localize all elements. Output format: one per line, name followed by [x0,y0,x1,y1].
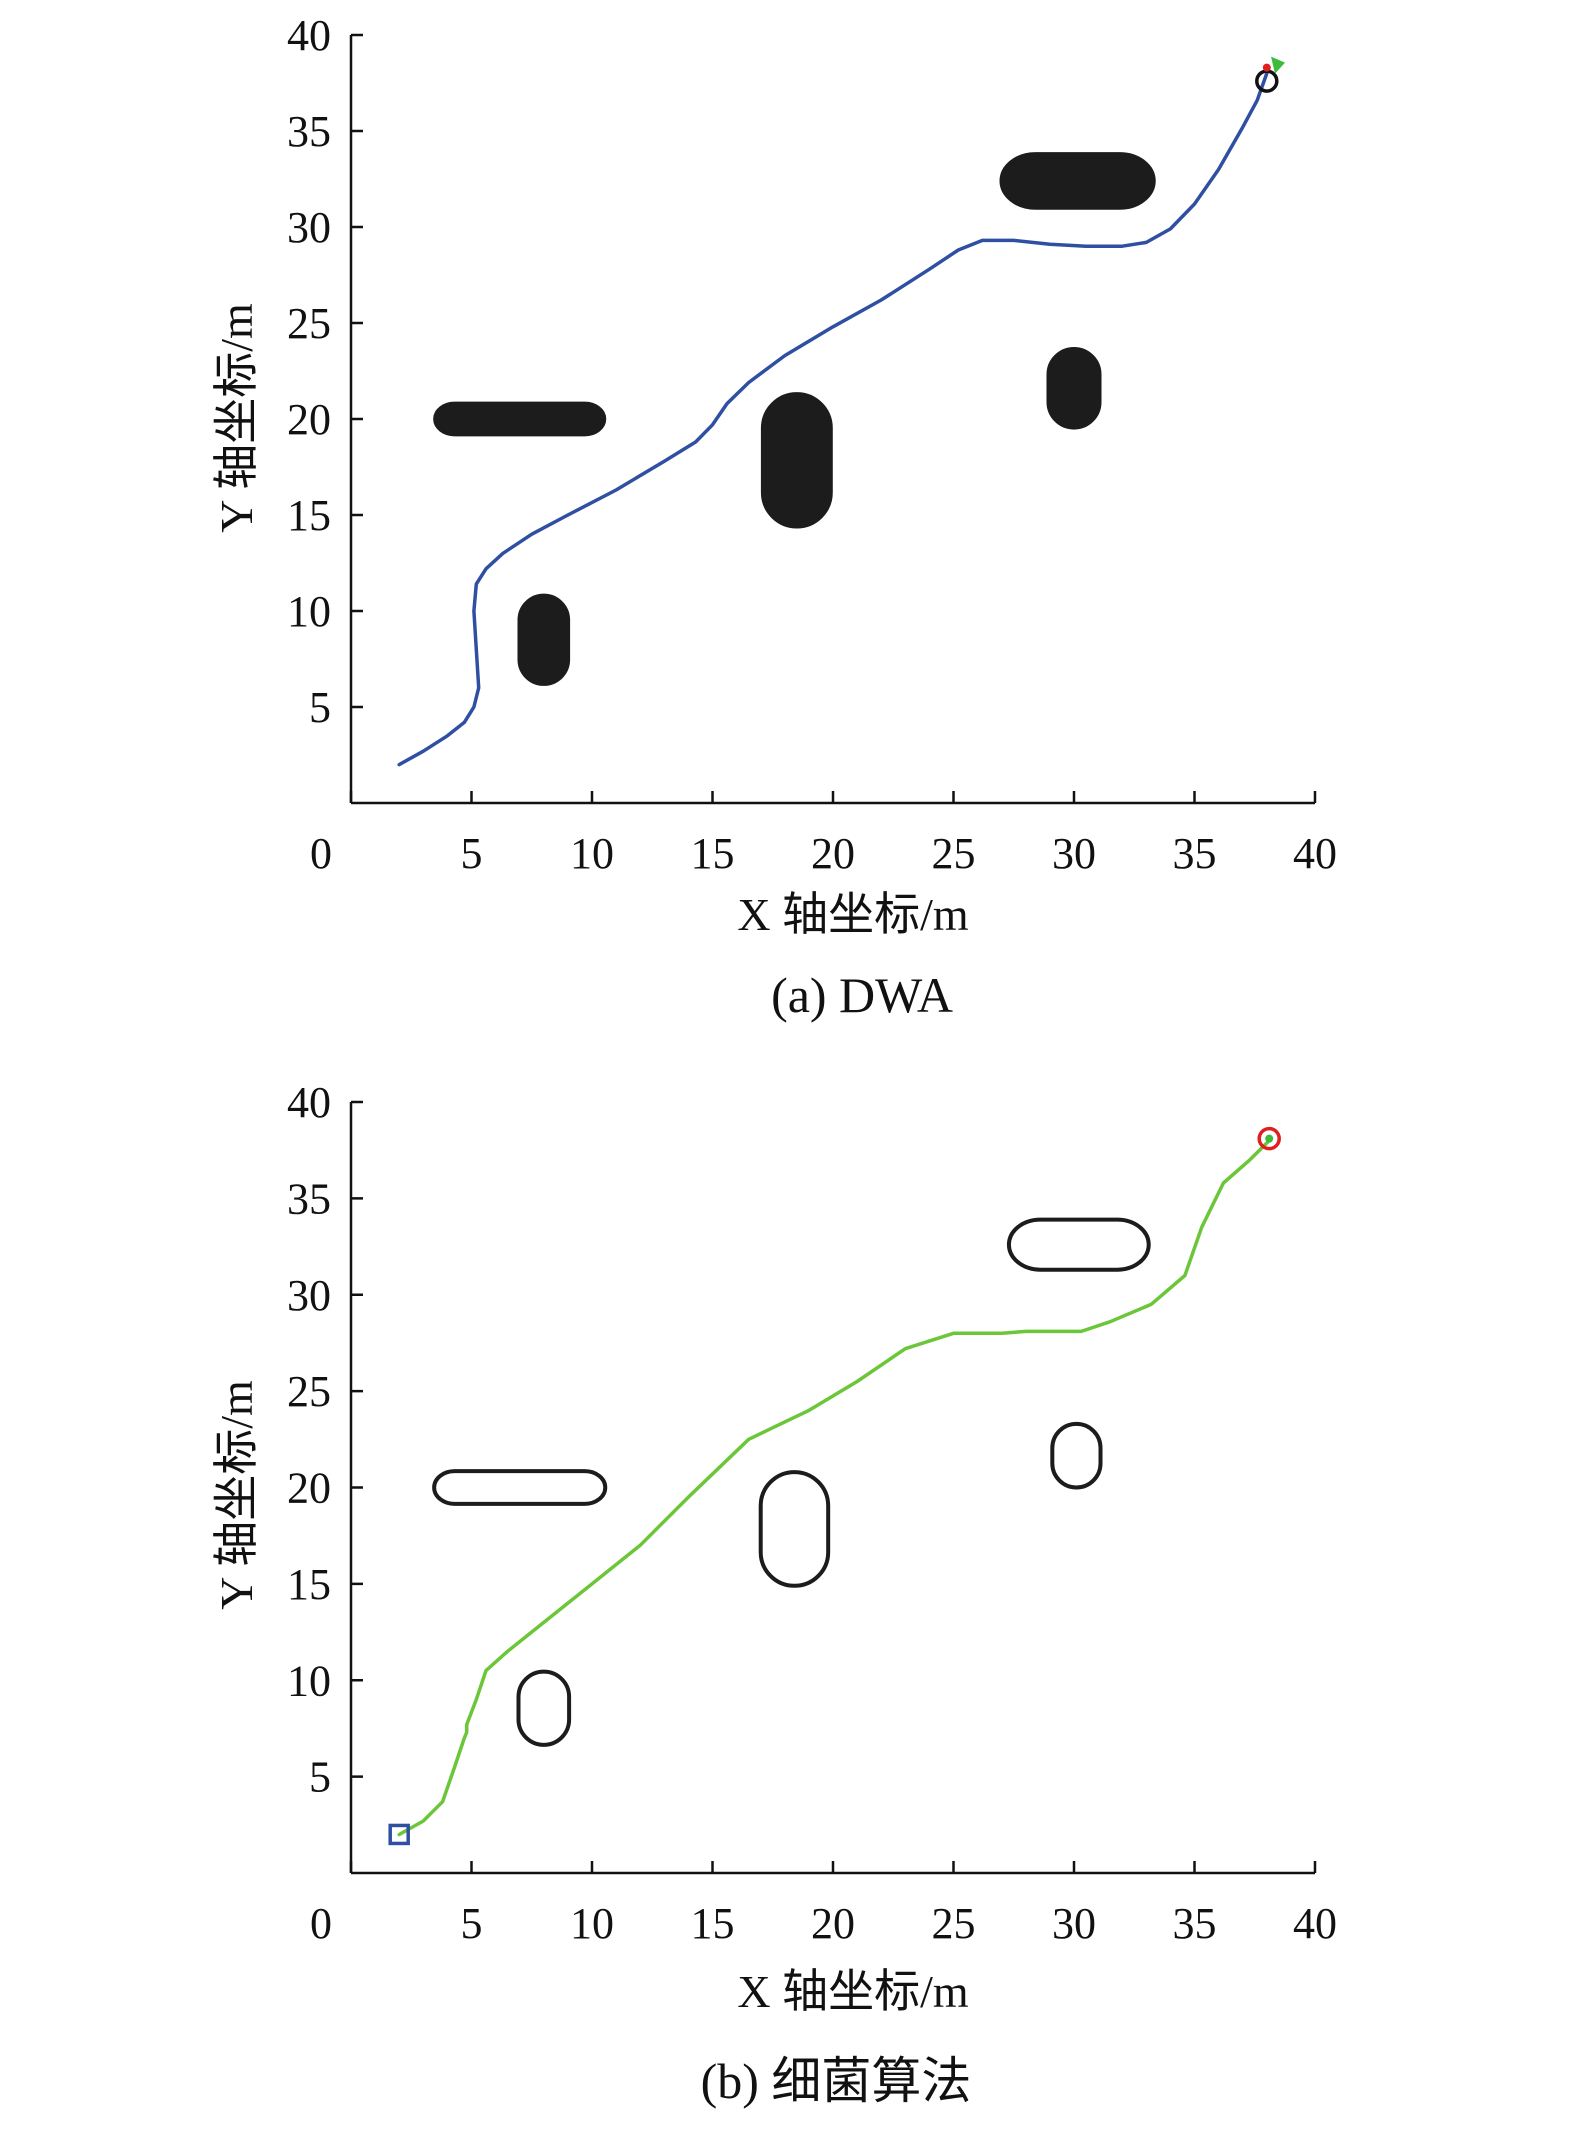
panel-a-obstacle-1 [433,401,607,437]
panel-b-obstacle-5 [1050,1421,1103,1490]
panel-b-y-tick-label-35: 35 [287,1174,331,1223]
panel-a-caption: (a) DWA [771,967,953,1023]
panel-b-y-tick-label-15: 15 [287,1560,331,1609]
panel-a-obstacle-2 [517,593,571,686]
panel-a-marker-end-arrow [1271,56,1286,74]
panel-b-y-tick-label-5: 5 [309,1753,331,1802]
panel-a-x-tick-label-25: 25 [932,829,976,878]
panel-b-x-tick-label-10: 10 [570,1899,614,1948]
panel-a-x-tick-label-30: 30 [1052,829,1096,878]
panel-b-x-axis-label: X 轴坐标/m [737,1966,969,2017]
panel-b-marker-start [388,1823,410,1846]
panel-a-axes: 0 5 10 15 20 25 30 35 40 5 10 15 20 25 30 35 40 [287,11,1337,878]
panel-a-marker-end-dot [1262,63,1271,72]
panel-a-y-tick-label-35: 35 [287,107,331,156]
panel-a-x-tick-label-0: 0 [310,829,332,878]
panel-b-y-tick-label-25: 25 [287,1367,331,1416]
panel-b-x-tick-label-0: 0 [310,1899,332,1948]
panel-b-text: X 轴坐标/m Y 轴坐标/m (b) 细菌算法 [211,1380,971,2109]
panel-b-x-tick-label-30: 30 [1052,1899,1096,1948]
panel-a-markers [1255,56,1286,93]
panel-b-series-line-1 [397,1138,1271,1837]
panel-b-marker-goal-dot [1265,1134,1274,1143]
panel-a-y-axis-label: Y 轴坐标/m [211,303,262,533]
panel-a-x-tick-label-10: 10 [570,829,614,878]
panel-a-y-tick-label-15: 15 [287,491,331,540]
panel-b-obstacle-3 [758,1470,831,1588]
panel-a-x-tick-label-40: 40 [1293,829,1337,878]
panel-a-text: X 轴坐标/m Y 轴坐标/m (a) DWA [211,303,969,1023]
panel-a-x-tick-label-35: 35 [1173,829,1217,878]
panel-a-obstacle-5 [1046,346,1102,430]
panel-a-y-tick-label-25: 25 [287,299,331,348]
panel-b-y-axis-label: Y 轴坐标/m [211,1380,262,1610]
panel-a-y-tick-label-40: 40 [287,11,331,60]
panel-a-y-tick-label-20: 20 [287,395,331,444]
panel-b-axes: 0 5 10 15 20 25 30 35 40 5 10 15 20 25 30 35 40 [287,1078,1337,1948]
panel-b-series [397,1138,1271,1837]
panel-b-caption: (b) 细菌算法 [701,2053,972,2109]
panel-b-x-tick-label-20: 20 [811,1899,855,1948]
panel-b-y-tick-label-30: 30 [287,1271,331,1320]
panel-a-obstacles [433,152,1156,686]
panel-a-series-line-1 [397,71,1269,767]
panel-b: 0 5 10 15 20 25 30 35 40 5 10 15 20 25 30 35 40 X 轴坐标/m … [211,1078,1337,2109]
panel-b-marker-goal [1257,1126,1281,1151]
panel-b-x-tick-label-5: 5 [461,1899,483,1948]
panel-b-markers [388,1126,1281,1846]
panel-b-x-tick-label-15: 15 [691,1899,735,1948]
panel-b-y-tick-label-10: 10 [287,1656,331,1705]
panel-b-x-tick-label-40: 40 [1293,1899,1337,1948]
panel-a-y-tick-label-10: 10 [287,587,331,636]
panel-b-y-tick-label-40: 40 [287,1078,331,1127]
panel-b-y-tick-label-20: 20 [287,1464,331,1513]
panel-b-obstacles [432,1217,1151,1747]
panel-a-x-tick-label-15: 15 [691,829,735,878]
panel-b-obstacle-4 [1006,1217,1151,1272]
panel-b-obstacle-1 [432,1469,608,1506]
panel-a-y-tick-label-5: 5 [309,683,331,732]
panel-b-x-tick-label-35: 35 [1173,1899,1217,1948]
panel-a-x-axis-label: X 轴坐标/m [737,889,969,940]
panel-a-obstacle-3 [760,392,833,529]
panel-a-obstacle-4 [999,152,1156,210]
panel-b-x-tick-label-25: 25 [932,1899,976,1948]
panel-b-obstacle-2 [516,1669,572,1747]
panel-a-series [397,71,1269,767]
panel-a: 0 5 10 15 20 25 30 35 40 5 10 15 20 25 30 35 40 X 轴坐标/m … [211,11,1337,1023]
panel-a-x-tick-label-5: 5 [461,829,483,878]
panel-a-y-tick-label-30: 30 [287,203,331,252]
panel-a-x-tick-label-20: 20 [811,829,855,878]
